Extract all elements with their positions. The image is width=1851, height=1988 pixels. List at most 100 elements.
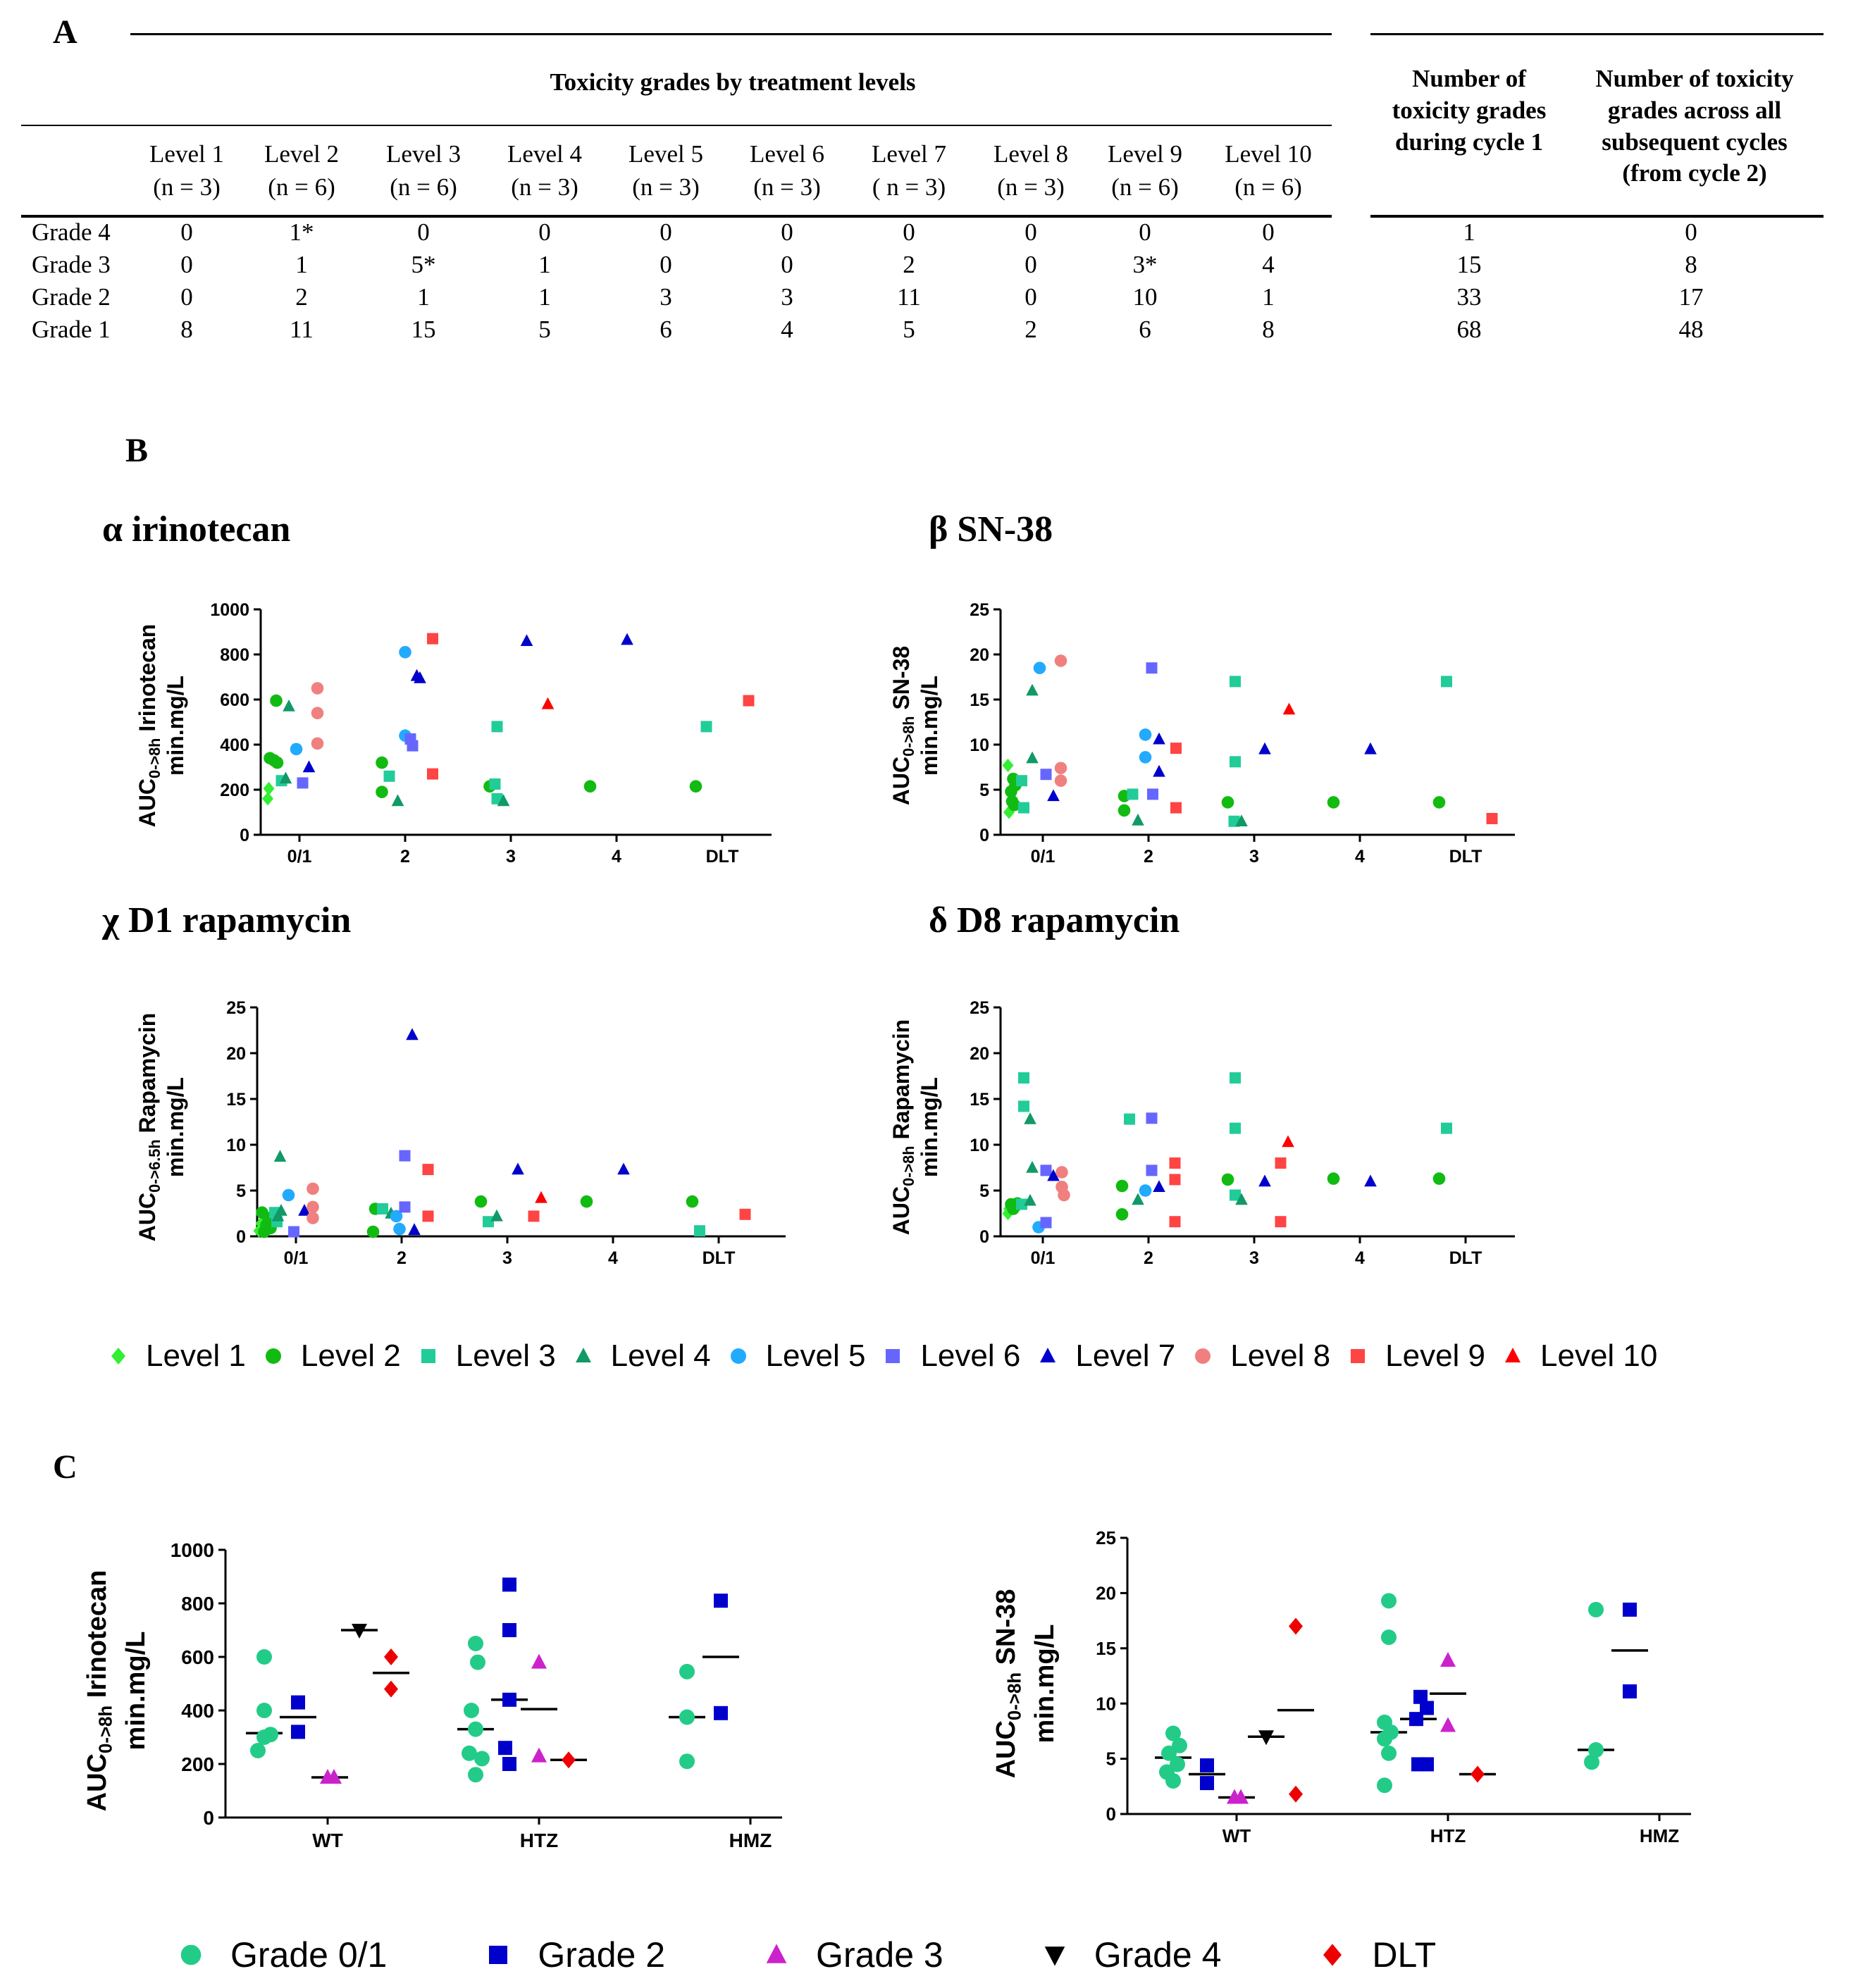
- table-cell: 1: [295, 251, 308, 278]
- level-header-10: Level 10 (n = 6): [1208, 137, 1328, 204]
- y-tick-label: 25: [1096, 1527, 1116, 1548]
- point-level-6: [399, 1201, 411, 1213]
- y-tick-label: 10: [970, 1136, 989, 1155]
- point-level-9: [1169, 1216, 1181, 1228]
- table-cell: 0: [1139, 218, 1151, 246]
- point-g01: [250, 1743, 266, 1758]
- y-tick-label: 25: [970, 998, 989, 1018]
- point-level-5: [393, 1222, 406, 1236]
- level-n: (n = 6): [1111, 173, 1179, 201]
- row-label: Grade 3: [32, 251, 111, 278]
- table-cell: 0: [180, 251, 193, 278]
- legend-marker: [730, 1348, 746, 1364]
- subtitle-beta: β SN-38: [929, 509, 1053, 549]
- point-level-8: [1055, 1166, 1068, 1179]
- point-level-7: [1153, 1180, 1165, 1192]
- legend-marker: [575, 1348, 591, 1362]
- y-tick-label: 10: [970, 735, 989, 755]
- point-level-3: [1018, 1100, 1029, 1112]
- legend-item-level-10: Level 10: [1504, 1338, 1657, 1374]
- point-level-3: [1230, 1122, 1241, 1134]
- point-level-2: [1221, 1173, 1234, 1186]
- level-header-3: Level 3 (n = 6): [364, 137, 483, 204]
- row-label: Grade 1: [32, 316, 111, 343]
- x-tick-label: 3: [1249, 1248, 1259, 1268]
- table-cell: 3: [781, 283, 793, 311]
- point-g01: [462, 1745, 477, 1761]
- y-tick-label: 600: [181, 1646, 214, 1668]
- point-level-7: [621, 633, 633, 645]
- table-cell: 4: [781, 316, 793, 343]
- legend-marker-mark: [575, 1348, 591, 1362]
- legend-label: Level 9: [1385, 1338, 1486, 1373]
- point-level-4: [1026, 683, 1039, 696]
- level-n: (n = 3): [753, 173, 821, 201]
- y-tick-label: 800: [220, 645, 249, 665]
- legend-label: Grade 3: [816, 1935, 943, 1975]
- point-level-6: [1146, 662, 1158, 674]
- legend-marker-mark: [766, 1944, 787, 1963]
- point-g01: [1584, 1754, 1599, 1770]
- legend-marker: [1195, 1348, 1211, 1364]
- point-level-4: [283, 700, 295, 712]
- point-g2: [502, 1623, 516, 1637]
- point-level-4: [497, 794, 510, 807]
- point-g01: [1588, 1742, 1604, 1758]
- point-level-5: [390, 1210, 403, 1223]
- table-subtitle-rule: [21, 125, 1332, 126]
- legend-label: DLT: [1372, 1935, 1437, 1975]
- point-level-2: [1005, 785, 1017, 798]
- table-cell: 0: [417, 218, 430, 246]
- level-header-5: Level 5 (n = 3): [606, 137, 726, 204]
- cycle1-cell: 1: [1463, 218, 1475, 246]
- level-n: ( n = 3): [872, 173, 946, 201]
- table-cell: 0: [1024, 283, 1037, 311]
- point-g2: [714, 1706, 728, 1720]
- legend-item-g2: Grade 2: [487, 1934, 665, 1975]
- y-tick-label: 5: [1106, 1748, 1116, 1770]
- point-level-3: [1230, 756, 1241, 768]
- legend-item-level-1: Level 1: [109, 1338, 246, 1374]
- legend-label: Level 8: [1230, 1338, 1331, 1373]
- point-level-8: [311, 707, 324, 719]
- legend-label: Grade 2: [538, 1935, 666, 1975]
- point-g2: [1413, 1689, 1428, 1704]
- legend-marker: [111, 1348, 125, 1365]
- point-level-3: [483, 1216, 494, 1228]
- row-label: Grade 2: [32, 283, 111, 311]
- point-level-2: [1115, 1179, 1129, 1193]
- point-level-1: [262, 792, 273, 806]
- point-level-4: [1235, 814, 1248, 826]
- point-level-7: [1153, 764, 1165, 777]
- x-tick-label: DLT: [706, 847, 739, 866]
- y-axis-label: AUC0->6.5h Rapamycin: [135, 1013, 163, 1242]
- level-header-8: Level 8 (n = 3): [971, 137, 1091, 204]
- legend-label: Level 1: [146, 1338, 246, 1373]
- level-n: (n = 3): [511, 173, 578, 201]
- table-cell: 6: [1139, 316, 1151, 343]
- point-level-4: [1024, 1112, 1036, 1124]
- legend-marker-mark: [180, 1944, 202, 1965]
- point-level-2: [1327, 796, 1340, 809]
- table-cell: 2: [1024, 316, 1037, 343]
- x-tick-label: WT: [312, 1829, 343, 1851]
- legend-label: Level 2: [300, 1338, 401, 1373]
- table-cell: 5*: [411, 251, 436, 278]
- point-level-7: [1258, 742, 1271, 754]
- point-g01: [679, 1663, 695, 1679]
- point-level-9: [422, 1210, 434, 1222]
- table-cell: 3*: [1132, 251, 1158, 278]
- point-level-9: [1169, 1157, 1181, 1169]
- point-g01: [1165, 1725, 1181, 1741]
- table-cell: 0: [1024, 251, 1037, 278]
- point-level-7: [1258, 1174, 1271, 1187]
- legend-marker: [1351, 1349, 1366, 1363]
- point-level-9: [743, 695, 755, 707]
- legend-label: Level 3: [455, 1338, 556, 1373]
- point-level-7: [1364, 1174, 1377, 1187]
- point-level-6: [1146, 1164, 1158, 1176]
- point-g2: [502, 1757, 516, 1771]
- x-tick-label: DLT: [1449, 1248, 1482, 1268]
- legend-marker: [1323, 1944, 1342, 1966]
- table-cell: 2: [903, 251, 915, 278]
